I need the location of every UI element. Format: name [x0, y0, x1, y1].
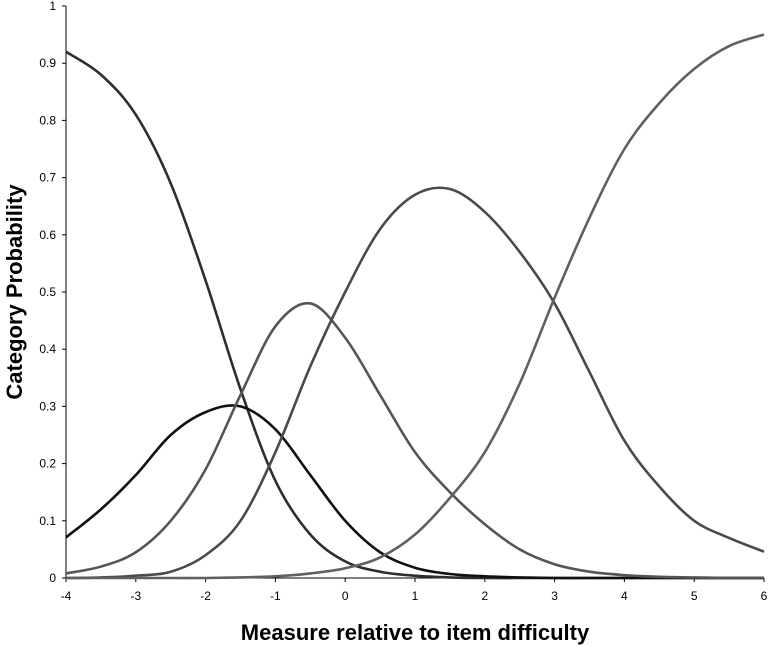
y-tick-label: 0.6: [39, 228, 56, 242]
x-tick-label: 6: [761, 589, 768, 603]
x-tick-label: 1: [412, 589, 419, 603]
x-tick-label: 3: [551, 589, 558, 603]
y-tick-label: 0.5: [39, 285, 56, 299]
series-line-5: [66, 33, 765, 580]
y-tick-label: 0.2: [39, 457, 56, 471]
y-tick-label: 0.8: [39, 113, 56, 127]
x-tick-label: 5: [691, 589, 698, 603]
x-tick-label: -3: [130, 589, 141, 603]
x-tick-label: 2: [481, 589, 488, 603]
y-ticks: 0 0.1 0.2 0.3 0.4 0.5 0.6 0.7 0.8 0.9 1: [39, 0, 66, 585]
x-axis-title: Measure relative to item difficulty: [241, 620, 590, 645]
x-ticks: -4 -3 -2 -1 0 1 2 3 4 5 6: [61, 578, 768, 603]
x-tick-label: 0: [342, 589, 349, 603]
axes: [65, 6, 764, 579]
x-tick-label: -1: [270, 589, 281, 603]
y-tick-label: 0.1: [39, 514, 56, 528]
y-tick-label: 0.4: [39, 342, 56, 356]
series-line-1: [65, 50, 764, 580]
x-tick-label: 4: [621, 589, 628, 603]
y-tick-label: 0.9: [39, 56, 56, 70]
y-tick-label: 0.7: [39, 171, 56, 185]
y-tick-label: 0: [49, 571, 56, 585]
series-line-2: [65, 404, 764, 580]
y-tick-label: 1: [49, 0, 56, 13]
y-tick-label: 0.3: [39, 399, 56, 413]
x-tick-label: -4: [61, 589, 72, 603]
series-layer: [65, 33, 765, 580]
y-axis-title: Category Probability: [2, 184, 27, 400]
series-line-4: [65, 186, 765, 580]
x-tick-label: -2: [200, 589, 211, 603]
series-line-3: [65, 301, 765, 580]
